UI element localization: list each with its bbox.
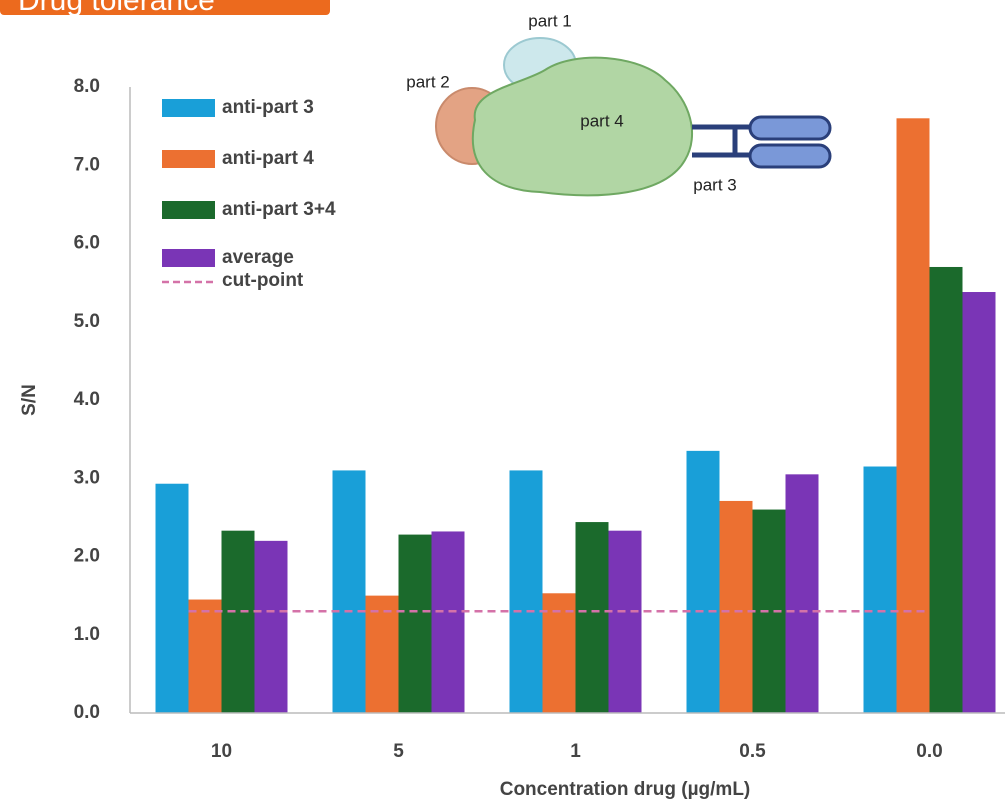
bar: [366, 596, 399, 713]
x-tick-label: 1: [570, 741, 581, 762]
y-axis-title: S/N: [19, 384, 40, 416]
y-tick-label: 6.0: [74, 233, 100, 254]
part-3-shape: [750, 145, 830, 167]
bar: [897, 118, 930, 713]
bar: [399, 535, 432, 713]
annotation: part 3: [693, 175, 736, 194]
bar: [963, 292, 996, 713]
chart: Drug tolerance S/N Concentration drug (µ…: [0, 0, 1007, 805]
bar: [687, 451, 720, 713]
bar: [786, 474, 819, 713]
y-tick-label: 2.0: [74, 546, 100, 567]
legend-label: cut-point: [222, 270, 304, 291]
legend-swatch: [162, 201, 215, 219]
part-3-shape: [750, 117, 830, 139]
x-tick-label: 0.5: [739, 741, 766, 762]
bar: [432, 531, 465, 713]
y-tick-label: 5.0: [74, 311, 100, 332]
y-tick-label: 3.0: [74, 467, 100, 488]
annotation: part 1: [528, 11, 571, 30]
bar: [864, 467, 897, 713]
y-tick-label: 7.0: [74, 154, 100, 175]
bar: [255, 541, 288, 713]
annotation: part 4: [580, 111, 623, 130]
legend-label: average: [222, 247, 294, 268]
annotation: part 2: [406, 72, 449, 91]
legend-label: anti-part 4: [222, 148, 314, 169]
bar: [609, 531, 642, 713]
x-tick-label: 5: [393, 741, 404, 762]
x-axis-title: Concentration drug (µg/mL): [500, 779, 751, 800]
part-3-linker: [692, 127, 752, 155]
legend-label: anti-part 3+4: [222, 199, 336, 220]
bar: [576, 522, 609, 713]
y-tick-label: 1.0: [74, 624, 100, 645]
legend-swatch: [162, 99, 215, 117]
y-tick-label: 8.0: [74, 76, 100, 97]
chart-title: Drug tolerance: [18, 0, 215, 17]
x-tick-label: 10: [211, 741, 232, 762]
y-tick-label: 0.0: [74, 702, 100, 723]
diagram: part 1 part 2 part 4 part 3: [406, 11, 830, 195]
y-tick-label: 4.0: [74, 389, 100, 410]
bar: [510, 470, 543, 713]
bar: [189, 600, 222, 713]
legend-swatch: [162, 249, 215, 267]
bar: [222, 531, 255, 713]
x-tick-label: 0.0: [916, 741, 942, 762]
bar: [930, 267, 963, 713]
legend-swatch: [162, 150, 215, 168]
legend-label: anti-part 3: [222, 97, 314, 118]
bar: [333, 470, 366, 713]
bar: [720, 501, 753, 713]
bar: [156, 484, 189, 713]
